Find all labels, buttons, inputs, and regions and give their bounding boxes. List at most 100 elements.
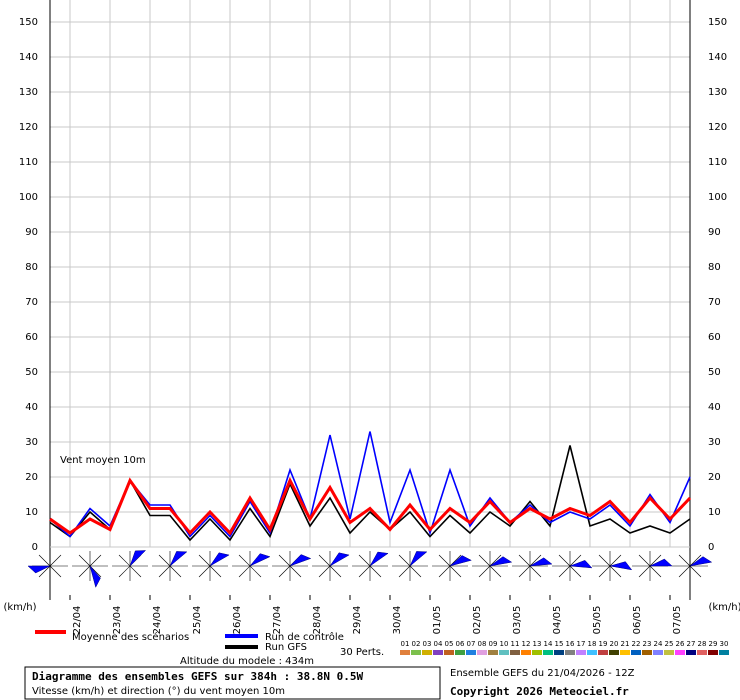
perturbation-label: 12 — [522, 640, 531, 648]
y-tick-label-right: 130 — [708, 87, 727, 98]
perturbation-swatch — [620, 650, 630, 655]
perturbation-label: 26 — [676, 640, 685, 648]
y-tick-label-right: 60 — [708, 332, 721, 343]
perturbation-label: 29 — [709, 640, 718, 648]
x-tick-label: 28/04 — [312, 606, 323, 635]
perturbation-label: 17 — [577, 640, 586, 648]
y-tick-label: 40 — [25, 402, 38, 413]
y-tick-label-right: 0 — [708, 542, 714, 553]
direction-wedge — [649, 558, 673, 567]
y-tick-label: 140 — [19, 52, 38, 63]
series-line — [49, 445, 691, 542]
perturbation-swatch — [697, 650, 707, 655]
y-tick-label-right: 90 — [708, 227, 721, 238]
direction-wedge — [329, 552, 350, 567]
perturbation-label: 24 — [654, 640, 663, 648]
perturbation-swatch — [686, 650, 696, 655]
y-tick-label-right: 100 — [708, 192, 727, 203]
perturbation-label: 06 — [456, 640, 465, 648]
direction-wedge — [569, 560, 593, 569]
y-tick-label-right: 80 — [708, 262, 721, 273]
direction-wedge — [249, 553, 271, 567]
y-tick-label-right: 50 — [708, 367, 721, 378]
y-tick-label: 100 — [19, 192, 38, 203]
direction-wedge — [609, 561, 633, 571]
perturbation-label: 18 — [588, 640, 597, 648]
perturbation-swatch — [664, 650, 674, 655]
x-tick-label: 24/04 — [152, 606, 163, 635]
direction-wedge — [129, 550, 147, 567]
perturbation-swatch — [708, 650, 718, 655]
y-tick-label-right: 110 — [708, 157, 727, 168]
y-tick-label-right: 150 — [708, 17, 727, 28]
direction-wedge — [529, 557, 553, 567]
perturbation-swatch — [499, 650, 509, 655]
x-tick-label: 05/05 — [592, 606, 603, 635]
copyright: Copyright 2026 Meteociel.fr — [450, 685, 629, 698]
perturbation-label: 01 — [401, 640, 410, 648]
direction-wedge — [409, 551, 428, 567]
title: Diagramme des ensembles GEFS sur 384h : … — [32, 670, 364, 683]
direction-wedge — [289, 554, 312, 567]
x-tick-label: 02/05 — [472, 606, 483, 635]
y-tick-label: 110 — [19, 157, 38, 168]
x-tick-label: 03/05 — [512, 606, 523, 635]
y-tick-label-right: 10 — [708, 507, 721, 518]
y-tick-label-right: 140 — [708, 52, 727, 63]
perturbation-swatch — [631, 650, 641, 655]
y-tick-label: 60 — [25, 332, 38, 343]
perturbation-swatch — [532, 650, 542, 655]
perturbation-label: 05 — [445, 640, 454, 648]
y-tick-label: 30 — [25, 437, 38, 448]
perturbation-swatch — [609, 650, 619, 655]
perturbation-label: 27 — [687, 640, 696, 648]
direction-wedge — [369, 551, 389, 567]
perturbation-swatch — [598, 650, 608, 655]
perturbation-swatch — [433, 650, 443, 655]
legend-control: Run de contrôle — [265, 631, 344, 643]
perturbation-label: 15 — [555, 640, 564, 648]
y-tick-label: 150 — [19, 17, 38, 28]
y-tick-label: 70 — [25, 297, 38, 308]
perturbation-label: 21 — [621, 640, 630, 648]
y-tick-label: 0 — [32, 542, 38, 553]
y-tick-label-right: 70 — [708, 297, 721, 308]
direction-wedge — [209, 552, 230, 567]
perturbation-swatch — [719, 650, 729, 655]
x-tick-label: 27/04 — [272, 606, 283, 635]
perturbation-swatch — [587, 650, 597, 655]
perturbation-label: 03 — [423, 640, 432, 648]
perturbation-label: 16 — [566, 640, 575, 648]
run-label: Ensemble GEFS du 21/04/2026 - 12Z — [450, 668, 635, 679]
x-tick-label: 23/04 — [112, 606, 123, 635]
perturbation-swatch — [411, 650, 421, 655]
perturbation-label: 23 — [643, 640, 652, 648]
perturbation-swatch — [400, 650, 410, 655]
perturbation-swatch — [455, 650, 465, 655]
perturbation-swatch — [422, 650, 432, 655]
subtitle: Vitesse (km/h) et direction (°) du vent … — [32, 686, 285, 697]
x-tick-label: 07/05 — [672, 606, 683, 635]
y-tick-label: 20 — [25, 472, 38, 483]
perturbation-swatch — [510, 650, 520, 655]
y-unit-left: (km/h) — [3, 602, 36, 613]
series-line — [49, 431, 691, 538]
direction-wedge — [689, 556, 713, 567]
perturbation-swatch — [521, 650, 531, 655]
y-tick-label: 120 — [19, 122, 38, 133]
perturbations-label: 30 Perts. — [340, 647, 384, 658]
y-tick-label: 80 — [25, 262, 38, 273]
perturbation-label: 02 — [412, 640, 421, 648]
direction-wedge — [489, 556, 513, 567]
perturbation-swatch — [466, 650, 476, 655]
x-tick-label: 30/04 — [392, 606, 403, 635]
perturbation-label: 19 — [599, 640, 608, 648]
perturbation-label: 04 — [434, 640, 443, 648]
legend-mean: Moyenne des scénarios — [72, 631, 189, 643]
x-tick-label: 22/04 — [72, 606, 83, 635]
x-tick-label: 01/05 — [432, 606, 443, 635]
perturbation-label: 09 — [489, 640, 498, 648]
legend-gfs: Run GFS — [265, 642, 307, 653]
y-tick-label-right: 20 — [708, 472, 721, 483]
